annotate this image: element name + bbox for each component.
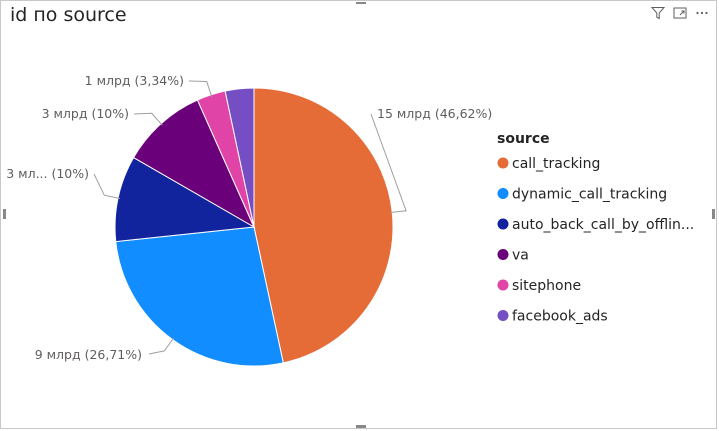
resize-handle-left[interactable]: [3, 209, 6, 219]
legend-item-va[interactable]: va: [512, 248, 529, 264]
legend-marker-dynamic-call-tracking[interactable]: [497, 188, 509, 199]
data-labels: 15 млрд (46,62%) 9 млрд (26,71%) 3 мл... (…: [6, 73, 492, 362]
leader-line-auto-back-call-by-offline: [93, 173, 121, 199]
resize-handle-right[interactable]: [712, 209, 715, 219]
legend-marker-va[interactable]: [497, 249, 509, 260]
legend-title: source: [497, 131, 550, 147]
resize-handle-bottom[interactable]: [356, 425, 366, 428]
focus-mode-icon[interactable]: [673, 6, 687, 20]
pie-slice-dynamic-call-tracking[interactable]: [115, 226, 284, 367]
data-label-va: 3 млрд (10%): [42, 106, 129, 121]
legend-item-facebook-ads[interactable]: facebook_ads: [512, 309, 608, 325]
data-label-auto-back-call-by-offline: 3 мл... (10%): [6, 166, 89, 181]
data-label-sitephone: 1 млрд (3,34%): [85, 73, 184, 88]
legend-item-call-tracking[interactable]: call_tracking: [512, 156, 600, 172]
chart-title: id по source: [10, 4, 127, 26]
legend-item-dynamic-call-tracking[interactable]: dynamic_call_tracking: [512, 187, 667, 203]
pie-slices: [114, 87, 394, 367]
leader-line-dynamic-call-tracking: [148, 337, 175, 355]
legend-item-sitephone[interactable]: sitephone: [512, 278, 581, 294]
pie-slice-facebook-ads[interactable]: [224, 87, 255, 228]
data-label-call-tracking: 15 млрд (46,62%): [377, 106, 492, 121]
legend-marker-call-tracking[interactable]: [497, 157, 509, 169]
leader-line-sitephone: [188, 80, 213, 97]
leader-line-va: [133, 112, 163, 126]
resize-handle-top[interactable]: [356, 2, 366, 4]
filter-icon[interactable]: [651, 6, 665, 20]
visual-header-icons: [651, 6, 711, 20]
data-label-dynamic-call-tracking: 9 млрд (26,71%): [35, 347, 142, 362]
more-options-icon[interactable]: [695, 6, 709, 20]
legend: call_tracking dynamic_call_tracking auto_b…: [497, 156, 694, 325]
legend-marker-sitephone[interactable]: [497, 279, 509, 291]
legend-marker-auto-back-call-by-offline[interactable]: [497, 218, 509, 230]
legend-item-auto-back-call-by-offline[interactable]: auto_back_call_by_offlin...: [512, 217, 694, 233]
legend-marker-facebook-ads[interactable]: [497, 310, 509, 321]
leader-line-call-tracking: [370, 113, 407, 213]
